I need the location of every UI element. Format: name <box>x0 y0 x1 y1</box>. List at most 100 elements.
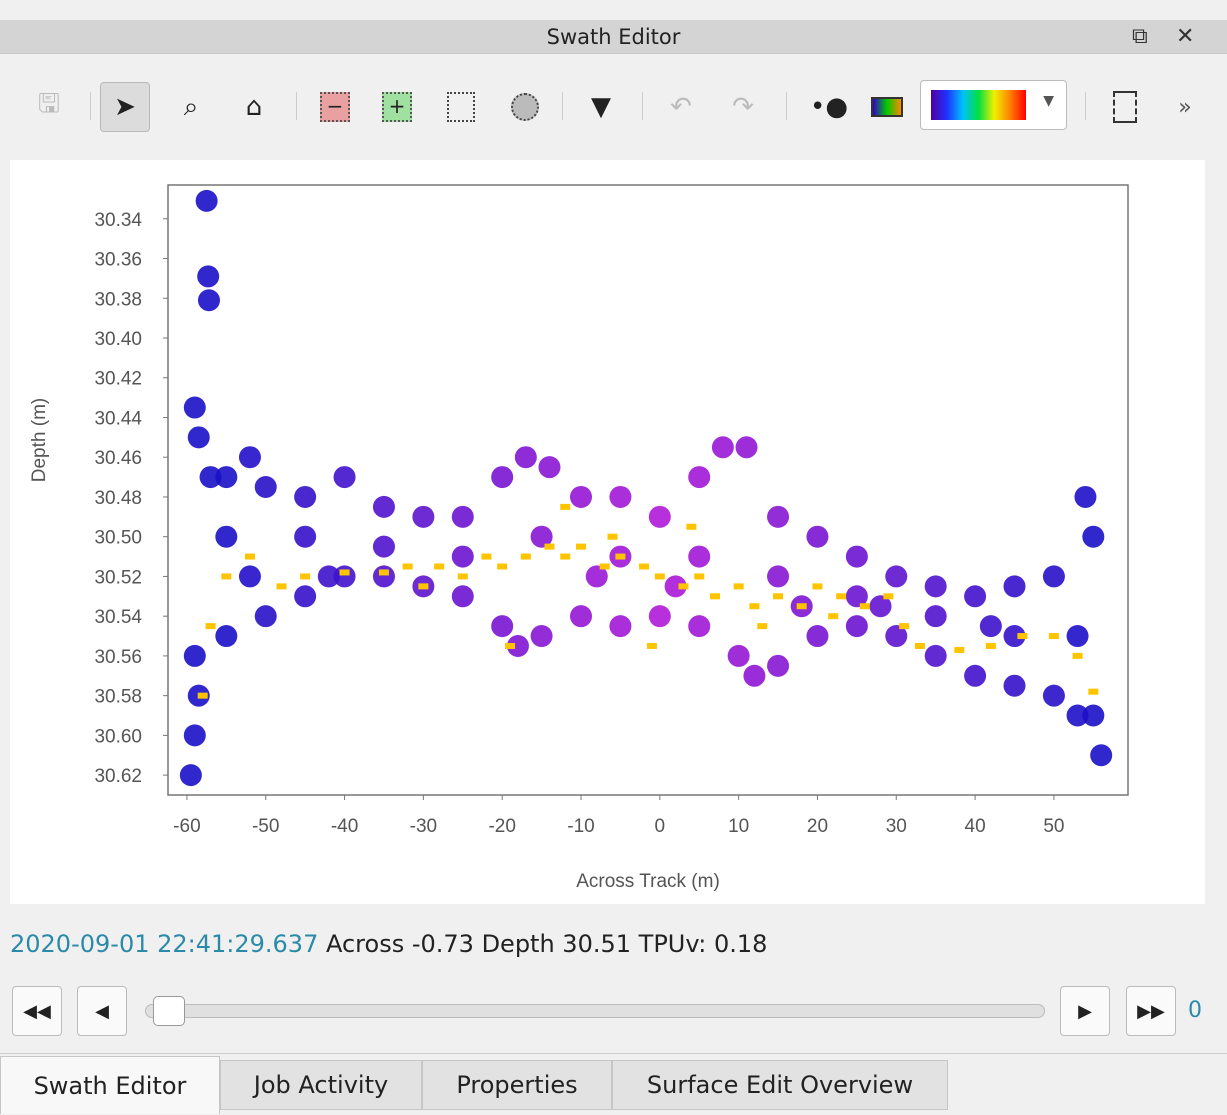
y-tick-label: 30.46 <box>94 448 142 469</box>
ping-slider[interactable] <box>145 1004 1045 1018</box>
sounding-point <box>609 485 632 508</box>
x-tick-label: 10 <box>728 816 749 837</box>
magnifier-icon[interactable]: ⌕ <box>183 91 199 122</box>
title-bar: Swath Editor ⧉ ✕ <box>0 20 1227 54</box>
x-tick-label: 40 <box>965 816 986 837</box>
sounding-point <box>183 396 206 419</box>
previous-ping-button[interactable]: ◀ <box>77 986 127 1036</box>
layout-icon[interactable] <box>1100 82 1150 132</box>
tab-surface-edit-overview[interactable]: Surface Edit Overview <box>612 1060 948 1110</box>
sounding-point <box>1042 565 1065 588</box>
sounding-point <box>979 615 1002 638</box>
sounding-point <box>1090 744 1113 767</box>
redo-icon[interactable]: ↷ <box>732 92 754 122</box>
selected-point <box>954 646 965 653</box>
selected-point <box>828 613 839 620</box>
tab-swath-editor[interactable]: Swath Editor <box>0 1056 220 1114</box>
sounding-point <box>506 634 529 657</box>
sounding-point <box>767 565 790 588</box>
filter-funnel-icon[interactable]: ▼ <box>591 92 611 122</box>
x-tick-label: -30 <box>410 816 437 837</box>
accept-box-icon[interactable]: + <box>372 82 422 132</box>
sounding-point <box>1066 704 1089 727</box>
selected-point <box>221 573 232 580</box>
across-readout: Across -0.73 <box>325 930 474 958</box>
selected-point <box>796 603 807 610</box>
reject-box-icon[interactable]: − <box>310 82 360 132</box>
y-axis-label: Depth (m) <box>29 398 50 482</box>
tab-job-activity[interactable]: Job Activity <box>220 1060 422 1110</box>
selected-point <box>418 583 429 590</box>
y-tick-label: 30.40 <box>94 329 142 350</box>
sounding-point <box>372 535 395 558</box>
window-title: Swath Editor <box>546 25 681 49</box>
tpuv-readout: TPUv: 0.18 <box>638 930 768 958</box>
selected-point <box>615 553 626 560</box>
sounding-point <box>1074 485 1097 508</box>
sounding-point <box>688 615 711 638</box>
sounding-point <box>767 505 790 528</box>
restore-window-icon[interactable]: ⧉ <box>1132 24 1148 49</box>
save-icon[interactable]: 🖫 <box>37 89 61 119</box>
point-size-icon[interactable]: •● <box>809 92 849 122</box>
selected-point <box>749 603 760 610</box>
color-by-icon[interactable] <box>862 82 912 132</box>
sounding-point <box>451 585 474 608</box>
sounding-point <box>869 595 892 618</box>
sounding-point <box>183 644 206 667</box>
sounding-point <box>372 495 395 518</box>
sounding-point <box>806 525 829 548</box>
next-ping-button[interactable]: ▶ <box>1060 986 1110 1036</box>
sounding-point <box>885 625 908 648</box>
x-tick-label: 20 <box>807 816 828 837</box>
sounding-point <box>294 485 317 508</box>
sounding-point <box>254 605 277 628</box>
first-ping-button[interactable]: ◀◀ <box>12 986 62 1036</box>
home-icon[interactable]: ⌂ <box>245 92 263 122</box>
sounding-point <box>195 189 218 212</box>
sounding-point <box>451 505 474 528</box>
sounding-point <box>964 664 987 687</box>
sounding-point <box>530 525 553 548</box>
y-tick-label: 30.60 <box>94 726 142 747</box>
selected-point <box>812 583 823 590</box>
selected-point <box>1017 633 1028 640</box>
y-tick-label: 30.38 <box>94 289 142 310</box>
tab-properties[interactable]: Properties <box>422 1060 612 1110</box>
last-ping-button[interactable]: ▶▶ <box>1126 986 1176 1036</box>
ping-slider-thumb[interactable] <box>153 996 185 1026</box>
swath-plot[interactable]: -60 -50 -40 -30 -20 -10 0 10 20 30 40 50 30.34 30.36 3… <box>10 160 1205 904</box>
sounding-point <box>688 545 711 568</box>
selected-point <box>378 569 389 576</box>
divider <box>90 92 91 120</box>
selected-point <box>544 543 555 550</box>
undo-icon[interactable]: ↶ <box>670 92 692 122</box>
close-icon[interactable]: ✕ <box>1176 24 1195 49</box>
sounding-point <box>767 654 790 677</box>
scatter-chart[interactable]: -60 -50 -40 -30 -20 -10 0 10 20 30 40 50 30.34 30.36 3… <box>10 160 1205 904</box>
sounding-point <box>238 565 261 588</box>
sounding-point <box>372 565 395 588</box>
toolbar: 🖫 ➤ ⌕ ⌂ − + ▼ ↶ ↷ •● ▼ » <box>0 70 1227 140</box>
sounding-point <box>648 605 671 628</box>
sounding-point <box>688 466 711 489</box>
ping-count: 0 <box>1188 998 1202 1023</box>
sounding-point <box>1003 575 1026 598</box>
selected-point <box>773 593 784 600</box>
overflow-chevron-icon[interactable]: » <box>1178 94 1192 120</box>
y-tick-label: 30.52 <box>94 567 142 588</box>
rectangle-select-icon[interactable] <box>436 82 486 132</box>
sounding-point <box>294 525 317 548</box>
divider <box>562 92 563 120</box>
pointer-arrow-icon[interactable]: ➤ <box>100 82 150 132</box>
y-tick-label: 30.50 <box>94 528 142 549</box>
sounding-point <box>514 446 537 469</box>
sounding-point <box>491 615 514 638</box>
divider <box>296 92 297 120</box>
selected-point <box>560 553 571 560</box>
colormap-dropdown[interactable]: ▼ <box>920 80 1067 130</box>
lasso-select-icon[interactable] <box>500 82 550 132</box>
sounding-point <box>238 446 261 469</box>
sounding-point <box>491 466 514 489</box>
sounding-point <box>530 625 553 648</box>
